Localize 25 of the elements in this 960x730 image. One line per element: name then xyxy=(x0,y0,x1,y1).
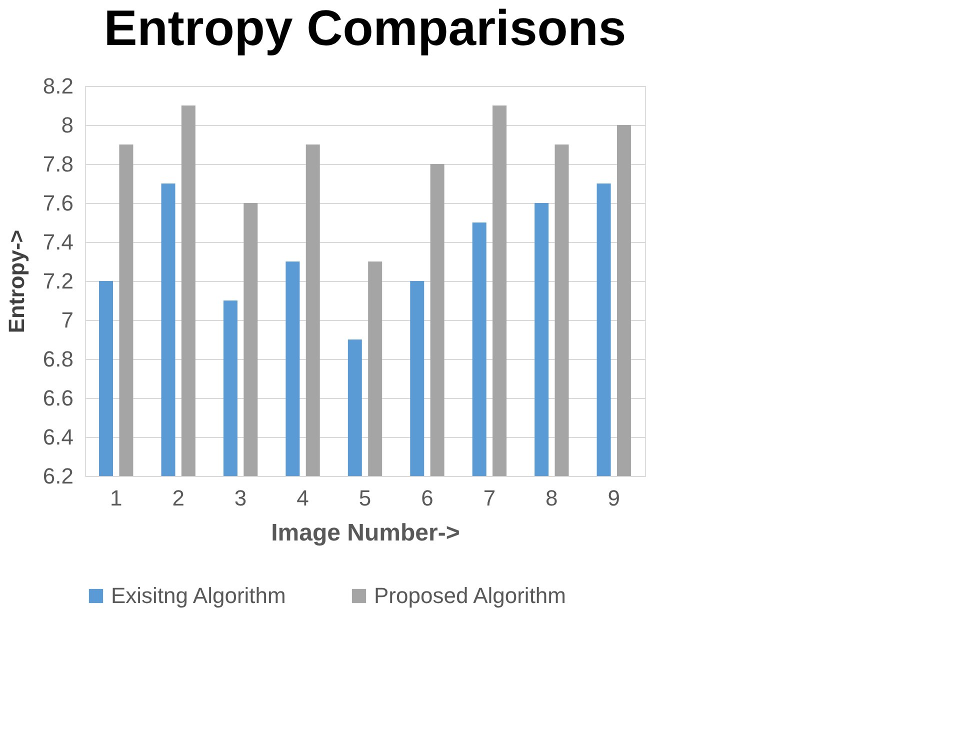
y-tick-label: 8 xyxy=(61,112,74,138)
y-axis-title: Entropy-> xyxy=(4,230,29,334)
x-tick-label: 5 xyxy=(358,486,372,510)
y-tick-label: 7.8 xyxy=(42,152,74,176)
legend-label: Exisitng Algorithm xyxy=(111,583,286,608)
y-tick-label: 6.2 xyxy=(42,464,74,488)
x-tick-label: 6 xyxy=(421,486,434,510)
y-tick-label: 7.2 xyxy=(42,268,74,294)
y-tick-label: 6.8 xyxy=(42,346,74,372)
y-tick-label: 7.4 xyxy=(42,230,74,254)
y-tick-label: 7.6 xyxy=(42,190,74,216)
x-tick-label: 7 xyxy=(483,486,496,510)
x-tick-label: 8 xyxy=(546,486,558,510)
y-tick-label: 7 xyxy=(61,308,74,332)
x-tick-label: 9 xyxy=(608,486,620,510)
x-tick-label: 3 xyxy=(234,486,247,510)
x-tick-label: 4 xyxy=(296,486,309,510)
y-tick-label: 6.6 xyxy=(42,386,74,410)
x-axis-title: Image Number-> xyxy=(271,520,460,546)
y-tick-label: 6.4 xyxy=(42,424,74,450)
legend-label: Proposed Algorithm xyxy=(374,583,566,608)
chart-title: Entropy Comparisons xyxy=(104,0,626,56)
x-tick-label: 2 xyxy=(172,486,184,510)
y-tick-label: 8.2 xyxy=(42,74,74,98)
x-tick-label: 1 xyxy=(110,486,122,510)
